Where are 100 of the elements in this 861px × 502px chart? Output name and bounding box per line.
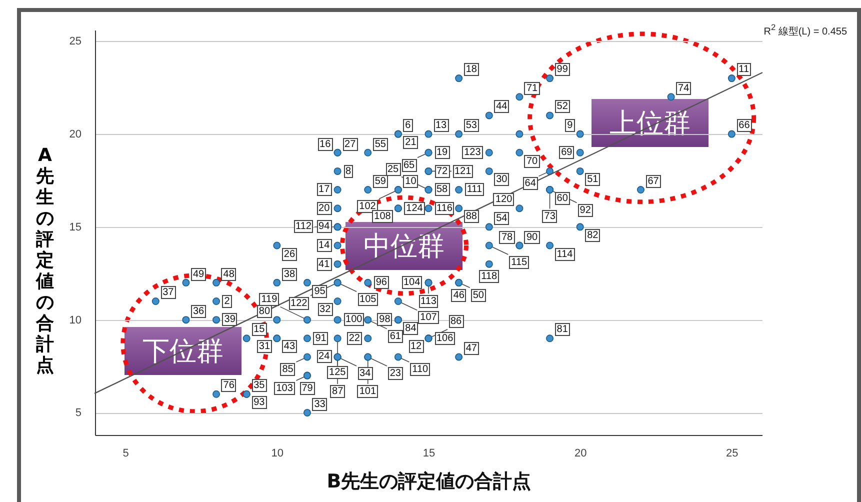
annotation: 113 xyxy=(418,294,438,308)
annotation: 24 xyxy=(316,350,332,364)
annotation: 44 xyxy=(494,100,510,114)
annotation: 21 xyxy=(403,136,418,150)
annotation: 92 xyxy=(578,204,593,217)
annotation: 111 xyxy=(464,183,484,196)
annotation: 6 xyxy=(403,119,413,132)
annotation: 54 xyxy=(494,212,510,225)
annotation: 101 xyxy=(357,384,378,398)
annotation: 84 xyxy=(403,322,418,335)
annotation: 下位群 xyxy=(124,327,242,376)
annotation: 17 xyxy=(316,183,332,196)
annotation: 9 xyxy=(565,119,575,132)
annotation: 122 xyxy=(288,296,310,310)
annotation: 2 xyxy=(222,294,232,308)
annotation: 71 xyxy=(524,82,540,95)
annotation: 12 xyxy=(408,340,424,354)
annotation: 69 xyxy=(559,146,574,160)
annotation: 43 xyxy=(282,340,298,354)
annotation: 78 xyxy=(499,230,515,244)
annotation: 74 xyxy=(676,82,692,95)
annotation: 106 xyxy=(434,332,456,345)
annotation: 65 xyxy=(402,158,417,172)
text: A先生の評定値の合計点 xyxy=(36,144,54,376)
text: R$^{2}$ 線型(L) = 0.455 xyxy=(764,22,847,38)
annotation: 94 xyxy=(316,220,332,234)
annotation: 121 xyxy=(452,164,474,178)
annotation: 114 xyxy=(554,248,575,260)
annotation: 37 xyxy=(160,286,176,300)
annotation: 34 xyxy=(358,366,373,380)
annotation: 38 xyxy=(282,268,298,281)
annotation: 52 xyxy=(554,100,570,114)
annotation: 33 xyxy=(312,398,328,411)
annotation: 79 xyxy=(300,382,315,395)
annotation: 58 xyxy=(434,183,450,196)
annotation: 11 xyxy=(736,63,752,76)
annotation: 82 xyxy=(585,228,600,242)
annotation: 86 xyxy=(448,315,464,328)
annotation: 102 xyxy=(357,200,378,213)
annotation: 13 xyxy=(434,119,449,132)
annotation: 19 xyxy=(434,146,450,160)
annotation: 123 xyxy=(462,146,483,160)
annotation: 36 xyxy=(190,304,206,318)
annotation: 107 xyxy=(418,311,439,324)
x-tick-label: 25 xyxy=(726,448,738,460)
annotation: 98 xyxy=(377,313,392,326)
annotation: 112 xyxy=(294,220,314,234)
annotation: 105 xyxy=(358,292,378,306)
y-tick-label: 5 xyxy=(75,407,82,420)
annotation: 35 xyxy=(252,379,267,392)
x-tick-label: 20 xyxy=(574,448,587,460)
annotation: 27 xyxy=(342,138,358,151)
annotation: 中位群 xyxy=(346,222,463,270)
annotation: 80 xyxy=(256,304,272,318)
y-tick-label: 15 xyxy=(69,221,82,234)
annotation: 73 xyxy=(542,210,558,223)
annotation: 64 xyxy=(522,177,538,190)
annotation: 50 xyxy=(470,288,486,302)
x-axis-title: B先生の評定値の合計点 xyxy=(326,470,532,492)
annotation: 103 xyxy=(274,382,295,395)
annotation: 8 xyxy=(344,164,354,178)
annotation: 48 xyxy=(221,268,236,281)
x-tick-label: 10 xyxy=(271,448,284,460)
annotation: 51 xyxy=(585,173,600,186)
annotation: 61 xyxy=(388,330,403,343)
annotation: 100 xyxy=(344,313,364,326)
annotation: 55 xyxy=(372,138,388,151)
annotation: 125 xyxy=(327,366,348,380)
x-tick-label: 15 xyxy=(422,448,436,460)
annotation: 81 xyxy=(554,323,570,336)
annotation: 22 xyxy=(346,332,362,345)
annotation: 66 xyxy=(736,119,752,132)
y-tick-label: 20 xyxy=(69,128,82,141)
annotation: 15 xyxy=(252,323,267,336)
annotation: 23 xyxy=(388,366,403,380)
annotation: 32 xyxy=(318,303,333,316)
annotation: 67 xyxy=(646,174,661,188)
annotation: 14 xyxy=(316,239,332,252)
annotation: 118 xyxy=(479,270,500,284)
annotation: 119 xyxy=(259,292,280,306)
annotation: 26 xyxy=(282,248,298,260)
annotation: 93 xyxy=(252,396,267,410)
annotation: 99 xyxy=(554,63,570,76)
annotation: 120 xyxy=(493,193,514,206)
annotation: 16 xyxy=(318,138,333,151)
annotation: 30 xyxy=(494,173,510,186)
annotation: 10 xyxy=(403,174,418,188)
annotation: 87 xyxy=(330,384,346,398)
annotation: 20 xyxy=(316,202,332,215)
annotation: 104 xyxy=(402,276,422,290)
annotation: 116 xyxy=(434,202,454,215)
annotation: 72 xyxy=(434,164,450,178)
annotation: 25 xyxy=(386,162,401,176)
annotation: 88 xyxy=(464,210,479,224)
annotation: 124 xyxy=(404,202,425,215)
annotation: 18 xyxy=(464,63,479,76)
annotation: 60 xyxy=(554,192,570,205)
annotation: 115 xyxy=(509,256,530,268)
x-tick-label: 5 xyxy=(122,448,129,460)
y-tick-label: 10 xyxy=(69,314,82,326)
